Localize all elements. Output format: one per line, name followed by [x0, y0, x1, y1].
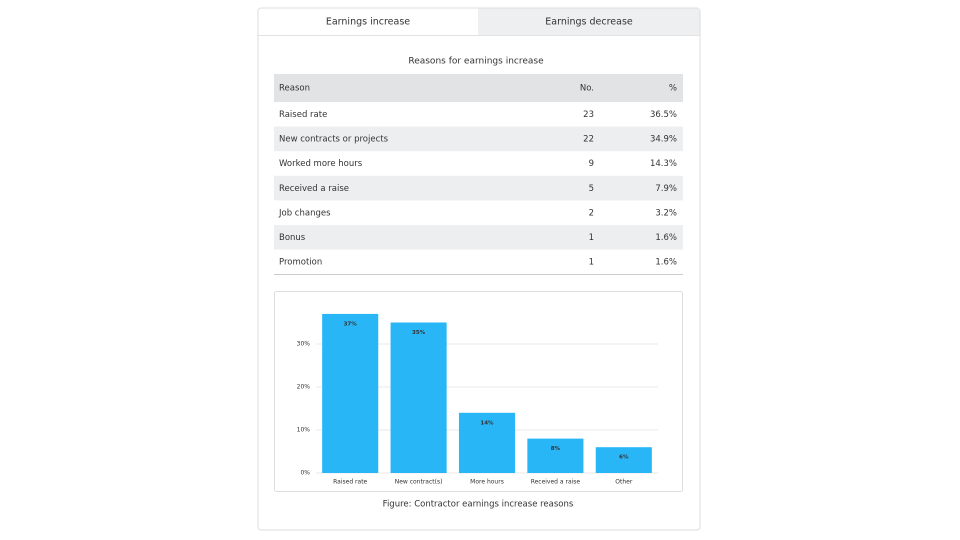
- table-cell: 9: [589, 159, 594, 169]
- column-header: %: [669, 84, 677, 94]
- value-label: 6%: [619, 455, 629, 461]
- table-cell: Worked more hours: [279, 159, 363, 169]
- column-header: No.: [580, 84, 594, 94]
- table-cell: 3.2%: [655, 208, 677, 218]
- table-cell: 22: [583, 135, 594, 145]
- row-bg: [274, 225, 683, 250]
- table-cell: Bonus: [279, 233, 306, 243]
- x-tick-label: More hours: [470, 479, 504, 486]
- value-label: 8%: [551, 446, 561, 452]
- table-cell: Received a raise: [279, 184, 349, 194]
- table-cell: 14.3%: [650, 159, 677, 169]
- row-bg: [274, 175, 683, 201]
- x-tick-label: Raised rate: [333, 479, 367, 486]
- tab[interactable]: Earnings decrease: [545, 17, 633, 28]
- x-tick-label: Other: [615, 479, 633, 486]
- table-cell: 1: [589, 233, 594, 243]
- x-tick-label: Received a raise: [531, 479, 581, 486]
- value-label: 35%: [412, 330, 426, 336]
- inactive-tab-bg: [478, 8, 700, 36]
- bar: [458, 412, 516, 473]
- table-cell: Raised rate: [279, 110, 327, 120]
- table-header-bg: [274, 74, 683, 102]
- table-cell: 36.5%: [650, 110, 677, 120]
- table-cell: New contracts or projects: [279, 135, 389, 145]
- table-cell: 23: [583, 110, 594, 120]
- table-title: Reasons for earnings increase: [408, 57, 544, 67]
- table-cell: Job changes: [278, 208, 331, 218]
- table-cell: 5: [589, 184, 594, 194]
- table-cell: 1: [589, 258, 594, 268]
- tab[interactable]: Earnings increase: [326, 17, 410, 28]
- row-bg: [274, 126, 683, 152]
- bar: [390, 322, 447, 473]
- value-label: 14%: [480, 420, 494, 426]
- bar: [322, 313, 379, 473]
- caption: Figure: Contractor earnings increase rea…: [383, 500, 574, 510]
- value-label: 37%: [344, 321, 358, 327]
- bar: [527, 438, 584, 473]
- y-tick-label: 10%: [297, 427, 311, 434]
- table-cell: 7.9%: [655, 184, 677, 194]
- column-header: Reason: [279, 84, 310, 94]
- table-cell: Promotion: [279, 258, 322, 268]
- y-tick-label: 0%: [300, 470, 310, 477]
- x-tick-label: New contract(s): [395, 479, 443, 486]
- table-cell: 1.6%: [655, 233, 677, 243]
- bar: [595, 447, 652, 473]
- y-tick-label: 20%: [297, 384, 311, 391]
- table-cell: 34.9%: [650, 135, 677, 145]
- table-cell: 2: [589, 208, 594, 218]
- y-tick-label: 30%: [297, 341, 311, 348]
- table-cell: 1.6%: [655, 258, 677, 268]
